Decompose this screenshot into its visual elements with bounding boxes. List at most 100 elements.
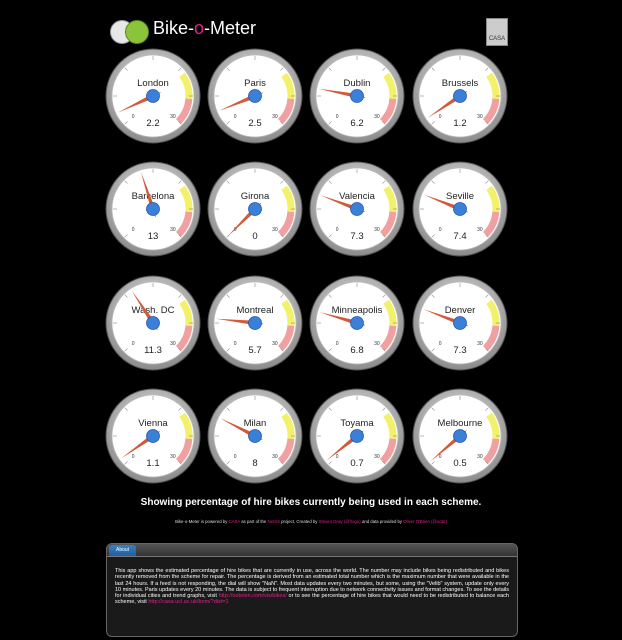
gauge-tick	[382, 180, 386, 184]
gauge-red-band	[379, 325, 397, 351]
gauge-value-label: 0	[252, 231, 257, 242]
neiss-link[interactable]: NeISS	[267, 519, 280, 524]
gauge-tick	[280, 121, 284, 125]
tab-about[interactable]: About	[109, 545, 137, 556]
gauge-tick	[431, 461, 435, 465]
gauge-red-band	[379, 438, 397, 464]
gauge-grid: 0 30 London 2.2 0 30 Paris 2.5 0 30 Dublin 6.2 0 30 Br…	[101, 44, 512, 488]
casa-logo-icon[interactable]: CASA	[486, 18, 508, 46]
gauge-hub	[146, 316, 160, 330]
gauge-yellow-band	[281, 299, 295, 327]
gauge-max-label: 30	[477, 114, 483, 120]
gauge-yellow-band	[486, 185, 500, 213]
gauge-max-label: 30	[477, 454, 483, 460]
gauge-red-band	[482, 438, 500, 464]
gauge-tick	[178, 461, 182, 465]
gauge-city-label: Dublin	[344, 78, 371, 89]
gauge-city-label: Girona	[241, 191, 270, 202]
gauge-value-label: 5.7	[248, 345, 261, 356]
gauge-tick	[178, 407, 182, 411]
gauge-yellow-band	[179, 72, 193, 100]
gauge-tick	[280, 67, 284, 71]
oobrien-bikes-link[interactable]: http://oobrien.com/vis/bikes/	[218, 593, 287, 600]
gauge-min-label: 0	[336, 454, 339, 460]
gauge-tick	[485, 461, 489, 465]
gauge-max-label: 30	[374, 227, 380, 233]
gauge-vienna[interactable]: 0 30 Vienna 1.1	[101, 384, 205, 488]
gauge-wash-dc[interactable]: 0 30 Wash. DC 11.3	[101, 271, 205, 375]
gauge-min-label: 0	[336, 114, 339, 120]
gauge-denver[interactable]: 0 30 Denver 7.3	[408, 271, 512, 375]
gauge-min-label: 0	[234, 454, 237, 460]
gauge-tick	[328, 348, 332, 352]
gauge-tick	[280, 348, 284, 352]
gauge-yellow-band	[281, 412, 295, 440]
gauge-melbourne[interactable]: 0 30 Melbourne 0.5	[408, 384, 512, 488]
gauge-tick	[124, 407, 128, 411]
gauge-yellow-band	[383, 299, 397, 327]
gauge-valencia[interactable]: 0 30 Valencia 7.3	[305, 157, 409, 261]
gauge-tick	[328, 234, 332, 238]
gauge-value-label: 7.3	[350, 231, 363, 242]
gauge-dublin[interactable]: 0 30 Dublin 6.2	[305, 44, 409, 148]
gauge-tick	[328, 67, 332, 71]
gauge-tick	[431, 348, 435, 352]
gauge-city-label: Brussels	[442, 78, 479, 89]
app-header: Bike-o-Meter CASA	[110, 16, 510, 46]
gauge-yellow-band	[486, 412, 500, 440]
gauge-tick	[382, 234, 386, 238]
gauge-tick	[178, 121, 182, 125]
gauge-tick	[124, 121, 128, 125]
gauge-milan[interactable]: 0 30 Milan 8	[203, 384, 307, 488]
gauge-tick	[280, 234, 284, 238]
gauge-paris[interactable]: 0 30 Paris 2.5	[203, 44, 307, 148]
gauge-red-band	[379, 211, 397, 237]
gauge-barcelona[interactable]: 0 30 Barcelona 13	[101, 157, 205, 261]
gauge-yellow-band	[281, 72, 295, 100]
gauge-tick	[124, 294, 128, 298]
gauge-hub	[146, 89, 160, 103]
gauge-tick	[382, 407, 386, 411]
gauge-tick	[226, 67, 230, 71]
gauge-london[interactable]: 0 30 London 2.2	[101, 44, 205, 148]
oliver-obrien-link[interactable]: Oliver O'Brien (@oobr)	[403, 519, 447, 524]
gauge-tick	[280, 294, 284, 298]
gauge-min-label: 0	[336, 341, 339, 347]
casa-bom-dist-link[interactable]: http://casa.ucl.ac.uk/bom/?dist=1	[148, 599, 229, 606]
gauge-yellow-band	[179, 185, 193, 213]
steven-gray-link[interactable]: Steven Gray (@frogo)	[318, 519, 361, 524]
gauge-tick	[485, 348, 489, 352]
gauge-hub	[350, 316, 364, 330]
gauge-hub	[453, 429, 467, 443]
gauge-red-band	[175, 438, 193, 464]
gauge-min-label: 0	[132, 341, 135, 347]
gauge-yellow-band	[486, 72, 500, 100]
gauge-hub	[453, 89, 467, 103]
gauge-value-label: 13	[148, 231, 159, 242]
gauge-max-label: 30	[272, 341, 278, 347]
gauge-brussels[interactable]: 0 30 Brussels 1.2	[408, 44, 512, 148]
gauge-min-label: 0	[132, 454, 135, 460]
gauge-seville[interactable]: 0 30 Seville 7.4	[408, 157, 512, 261]
gauge-tick	[431, 294, 435, 298]
about-text: This app shows the estimated percentage …	[115, 568, 509, 606]
casa-link[interactable]: CASA	[228, 519, 241, 524]
gauge-montreal[interactable]: 0 30 Montreal 5.7	[203, 271, 307, 375]
gauge-tick	[178, 180, 182, 184]
casa-logo-label: CASA	[488, 36, 506, 42]
gauge-red-band	[482, 325, 500, 351]
gauge-max-label: 30	[374, 454, 380, 460]
gauge-hub	[350, 202, 364, 216]
gauge-value-label: 1.1	[146, 458, 159, 469]
gauge-red-band	[482, 211, 500, 237]
gauge-city-label: Barcelona	[132, 191, 175, 202]
gauge-tick	[382, 67, 386, 71]
gauge-tick	[178, 67, 182, 71]
gauge-city-label: Seville	[446, 191, 474, 202]
gauge-toyama[interactable]: 0 30 Toyama 0.7	[305, 384, 409, 488]
gauge-yellow-band	[383, 412, 397, 440]
gauge-girona[interactable]: 0 30 Girona 0	[203, 157, 307, 261]
gauge-value-label: 8	[252, 458, 257, 469]
gauge-minneapolis[interactable]: 0 30 Minneapolis 6.8	[305, 271, 409, 375]
gauge-tick	[124, 67, 128, 71]
